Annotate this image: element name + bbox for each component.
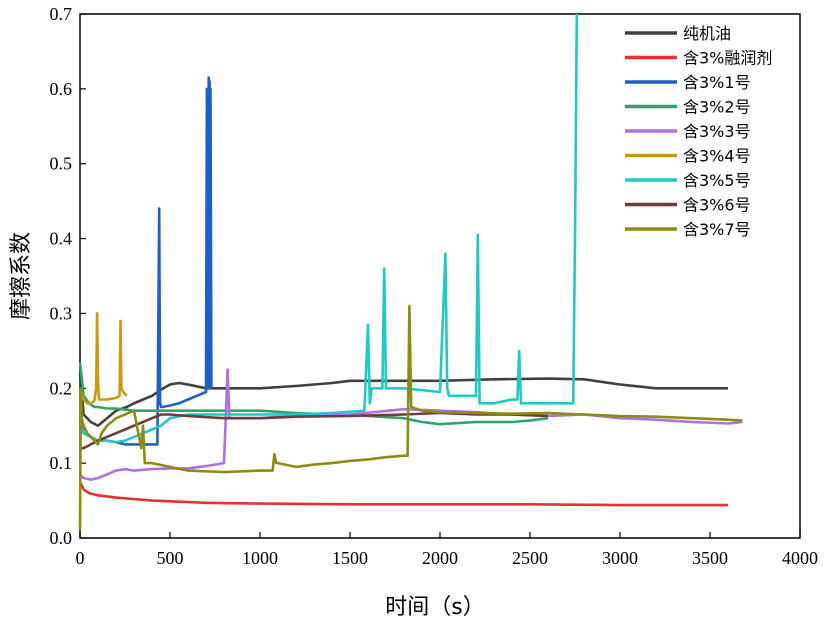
x-axis-ticks: 0 500 1000 1500 2000 2500 3000 3500 4000 [76,532,818,568]
plot-frame [79,13,801,539]
y-axis-title: 摩擦系数 [9,232,34,320]
x-tick-label: 2000 [422,548,458,568]
series-line-6 [78,312,128,405]
x-tick-label: 500 [157,548,184,568]
y-tick-label: 0.4 [50,229,73,249]
legend-label-3: 含3%1号 [683,73,751,92]
legend-label-5: 含3%3号 [683,122,751,141]
series-line-4 [78,361,549,426]
x-tick-label: 3500 [692,548,728,568]
x-tick-label: 1500 [332,548,368,568]
x-axis-title: 时间（s） [385,595,484,620]
y-tick-label: 0.6 [50,79,73,99]
legend-label-9: 含3%7号 [683,220,751,239]
series-lines [78,13,743,531]
y-tick-label: 0.0 [50,528,73,548]
series-line-8 [80,411,549,450]
legend-label-4: 含3%2号 [683,98,751,117]
y-tick-label: 0.7 [50,4,73,24]
legend-label-6: 含3%4号 [683,147,751,166]
series-line-2 [78,481,728,507]
series-line-7 [78,13,579,444]
x-tick-label: 2500 [512,548,548,568]
series-line-9 [78,304,743,531]
legend-label-2: 含3%融润剂 [683,49,772,68]
x-tick-label: 0 [76,548,85,568]
legend-label-8: 含3%6号 [683,196,751,215]
y-tick-label: 0.5 [50,154,73,174]
legend-label-1: 纯机油 [683,24,731,43]
y-axis-ticks: 0.0 0.1 0.2 0.3 0.4 0.5 0.6 0.7 [50,4,86,548]
x-tick-label: 3000 [602,548,638,568]
y-tick-label: 0.2 [50,378,73,398]
y-tick-label: 0.3 [50,303,73,323]
x-tick-label: 4000 [782,548,818,568]
legend: 纯机油含3%融润剂含3%1号含3%2号含3%3号含3%4号含3%5号含3%6号含… [625,24,772,239]
x-tick-label: 1000 [242,548,278,568]
y-tick-label: 0.1 [50,453,73,473]
legend-label-7: 含3%5号 [683,171,751,190]
